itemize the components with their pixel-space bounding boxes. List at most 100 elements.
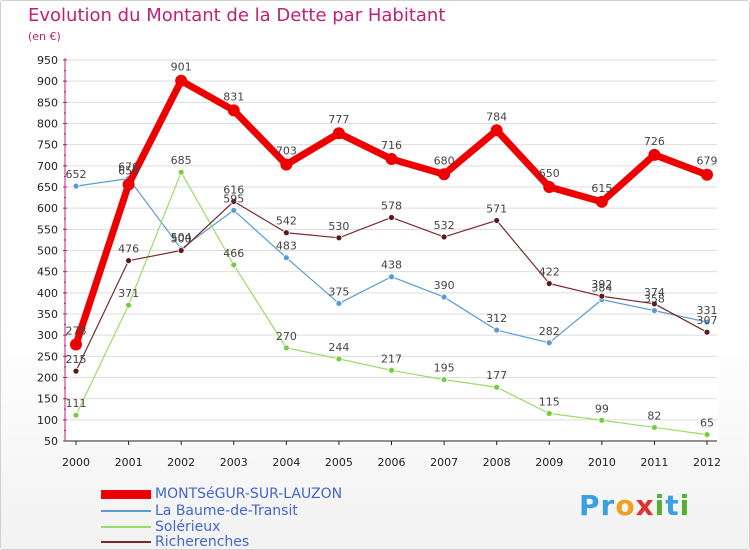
y-tick-label: 350 (37, 308, 58, 321)
data-point (493, 217, 501, 224)
x-tick-label: 2002 (167, 456, 195, 469)
y-tick-label: 200 (37, 372, 58, 385)
data-label: 784 (486, 110, 507, 123)
data-point (335, 355, 343, 363)
data-label: 504 (171, 231, 192, 244)
data-label: 111 (66, 397, 87, 410)
data-label: 831 (223, 90, 244, 103)
data-point (703, 318, 711, 326)
y-tick-label: 800 (37, 118, 58, 131)
data-label: 422 (539, 266, 560, 279)
data-label: 392 (591, 278, 612, 291)
x-tick-label: 2000 (62, 456, 90, 469)
legend-label: Richerenches (155, 534, 250, 550)
data-label: 312 (486, 312, 507, 325)
data-point (280, 158, 293, 171)
data-point (701, 168, 713, 181)
data-label: 115 (539, 395, 560, 408)
y-tick-label: 600 (37, 202, 58, 215)
x-tick-label: 2005 (325, 456, 353, 469)
data-point (332, 127, 345, 140)
data-label: 542 (276, 215, 297, 228)
x-tick-label: 2009 (535, 456, 563, 469)
data-label: 476 (118, 243, 139, 256)
data-labels: 278 656 901 831 703 777 716 680 784 650 615 726 679 6… (66, 61, 718, 430)
data-label: 177 (486, 369, 507, 382)
data-point (282, 344, 290, 352)
data-point (72, 411, 80, 419)
y-tick-label: 500 (37, 245, 58, 258)
data-label: 500 (171, 233, 192, 246)
data-point (227, 104, 240, 117)
data-point (651, 307, 658, 315)
data-point (545, 410, 553, 417)
data-point (595, 195, 608, 208)
data-point (440, 293, 448, 301)
y-tick-label: 950 (37, 54, 58, 67)
data-point (122, 178, 135, 191)
logo-letter: r (600, 489, 616, 522)
data-label: 331 (697, 304, 718, 317)
data-label: 679 (697, 155, 718, 168)
logo-letter: x (635, 489, 655, 522)
data-point (598, 416, 606, 424)
x-axis: 2000 2001 2002 2003 2004 2005 2006 2007 2008 2009… (62, 440, 721, 469)
data-label: 307 (697, 314, 718, 327)
data-label: 390 (434, 279, 455, 292)
x-tick-label: 2006 (378, 456, 406, 469)
data-point (598, 292, 606, 300)
data-label: 670 (118, 161, 139, 174)
x-tick-label: 2007 (430, 456, 458, 469)
y-tick-label: 400 (37, 287, 58, 300)
x-tick-label: 2001 (115, 456, 143, 469)
data-label: 578 (381, 199, 402, 212)
data-point (72, 367, 80, 375)
legend-item: Solérieux (101, 519, 220, 535)
logo-letter: i (679, 489, 691, 522)
data-point (388, 214, 395, 221)
data-point (703, 431, 711, 439)
data-label: 616 (223, 183, 244, 196)
legend-swatch (101, 526, 151, 528)
data-label: 466 (223, 247, 244, 260)
grid (65, 58, 719, 443)
data-point (72, 182, 80, 190)
y-tick-label: 50 (44, 435, 58, 448)
data-point (651, 300, 658, 308)
chart-subtitle: (en €) (28, 30, 61, 43)
data-label: 901 (171, 61, 192, 74)
data-label: 217 (381, 352, 402, 365)
data-label: 371 (118, 287, 139, 300)
data-label: 595 (223, 192, 244, 205)
y-tick-label: 900 (37, 75, 58, 88)
data-label: 726 (644, 135, 665, 148)
legend-swatch (101, 541, 151, 543)
logo-letter: t (665, 489, 680, 522)
data-label: 615 (591, 182, 612, 195)
data-point (703, 328, 711, 336)
chart-title: Evolution du Montant de la Dette par Hab… (28, 5, 446, 26)
data-label: 652 (66, 168, 87, 181)
data-point (493, 383, 501, 391)
y-tick-label: 450 (37, 266, 58, 279)
data-label: 656 (118, 164, 139, 177)
data-label: 195 (434, 362, 455, 375)
x-tick-label: 2004 (272, 456, 300, 469)
data-label: 278 (66, 324, 87, 337)
y-tick-label: 550 (37, 223, 58, 236)
data-point (230, 261, 238, 269)
data-label: 685 (171, 154, 192, 167)
data-label: 358 (644, 293, 665, 306)
y-tick-label: 300 (37, 329, 58, 342)
data-point (230, 197, 238, 205)
data-point (648, 148, 661, 161)
data-label: 82 (647, 409, 661, 422)
data-label: 215 (66, 353, 87, 366)
data-point (282, 254, 290, 262)
y-tick-label: 650 (37, 181, 58, 194)
logo-letter: P (579, 489, 601, 522)
data-point (388, 366, 395, 374)
data-point (230, 206, 238, 214)
data-point (493, 326, 501, 334)
